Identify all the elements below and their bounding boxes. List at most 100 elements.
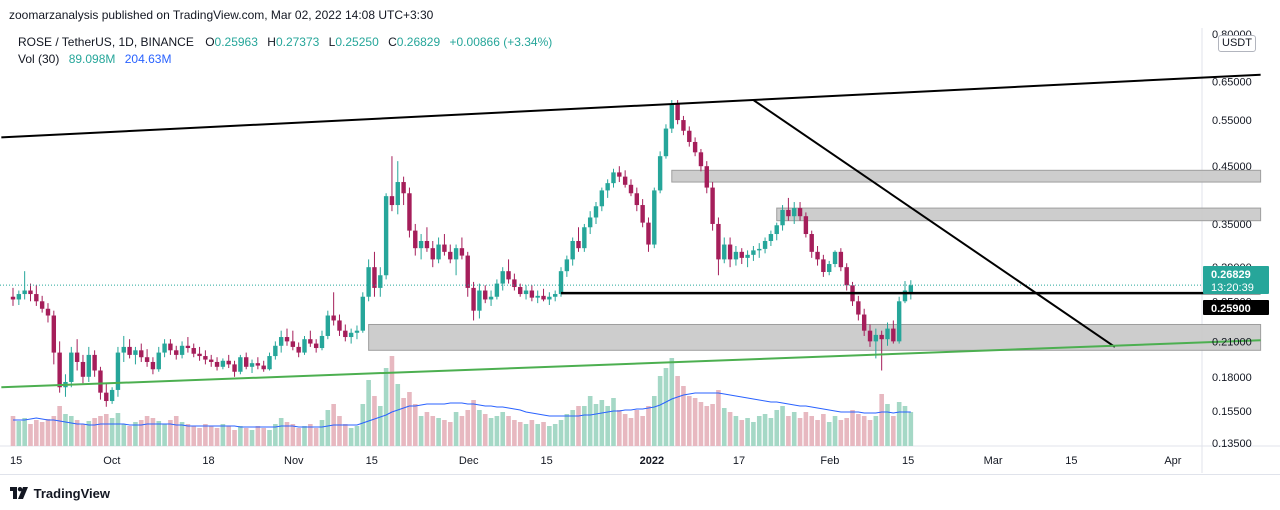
volume-bar [477, 410, 482, 446]
volume-bar [150, 418, 156, 446]
volume-bar [634, 410, 640, 446]
candle-body [191, 348, 196, 354]
volume-bar [529, 420, 535, 446]
time-tick-label: 15 [366, 455, 378, 467]
candle-body [856, 301, 861, 315]
volume-bar [535, 424, 540, 446]
time-tick-label: Feb [820, 455, 839, 467]
candle-body [238, 357, 243, 372]
candle-body [652, 190, 657, 245]
candle-body [308, 339, 313, 344]
candle-body [692, 141, 698, 153]
price-tick-label: 0.21000 [1212, 336, 1252, 348]
volume-bar [628, 418, 634, 446]
volume-bar [284, 422, 290, 446]
volume-bar [232, 430, 237, 446]
volume-bar [850, 410, 855, 446]
candle-body [494, 283, 500, 297]
candle-body [587, 217, 593, 228]
candle-body [809, 234, 814, 252]
volume-bar [605, 406, 610, 446]
volume-bar [220, 424, 226, 446]
volume-bar [436, 418, 441, 446]
candle-body [512, 279, 517, 288]
candle-body [552, 294, 558, 297]
candle-body [727, 244, 733, 260]
candle-body [232, 364, 237, 372]
candle-body [267, 356, 272, 370]
candle-body [22, 290, 27, 295]
candle-body [261, 365, 266, 370]
volume-bar [267, 430, 272, 446]
open-label: O [205, 35, 215, 49]
volume-bar [249, 430, 255, 446]
currency-button[interactable]: USDT [1218, 35, 1256, 52]
tradingview-logo[interactable]: TradingView [10, 486, 110, 501]
candle-body [634, 193, 640, 206]
candle-body [354, 330, 360, 333]
volume-bar [727, 412, 733, 446]
volume-bar [424, 412, 430, 446]
chart-svg[interactable]: 0.800000.650000.550000.450000.350000.290… [0, 28, 1280, 473]
price-zone [368, 323, 1262, 351]
volume-label[interactable]: Vol (30) [18, 52, 60, 66]
candle-body [424, 240, 430, 249]
volume-bar [547, 426, 552, 446]
close-label: C [388, 35, 397, 49]
price-badges: 0.26829 13:20:39 0.25900 [1203, 266, 1269, 315]
candle-body [815, 251, 820, 260]
candle-body [908, 285, 914, 293]
candle-body [383, 196, 389, 276]
candle-body [413, 230, 418, 249]
volume-bar [704, 406, 710, 446]
price-axis[interactable]: 0.800000.650000.550000.450000.350000.290… [1212, 29, 1252, 450]
candle-body [838, 251, 844, 268]
candle-body [45, 308, 51, 316]
volume-bar [278, 418, 284, 446]
candle-body [599, 190, 605, 207]
volume-bar [576, 406, 581, 446]
symbol-label[interactable]: ROSE / TetherUS, 1D, BINANCE [18, 35, 194, 49]
volume-bar [191, 426, 197, 446]
volume-bar [686, 396, 692, 446]
volume-bar [832, 416, 838, 446]
volume-bar [290, 424, 296, 446]
candle-body [792, 208, 797, 217]
volume-bar [710, 404, 715, 446]
volume-bar [745, 418, 750, 446]
candle-body [448, 251, 453, 260]
publisher-line: zoomarzanalysis published on TradingView… [9, 8, 434, 22]
volume-bar [407, 392, 412, 446]
candle-body [535, 295, 540, 298]
change-value: +0.00866 (+3.34%) [449, 35, 553, 49]
legend-row-price: ROSE / TetherUS, 1D, BINANCE O0.25963 H0… [18, 34, 558, 51]
candle-body [343, 330, 348, 338]
time-axis[interactable]: 15 Oct 18 Nov 15 Dec 15 2022 17 Feb 15 Mar 15 Apr [10, 455, 1182, 467]
candle-body [174, 350, 179, 355]
volume-bar [442, 420, 447, 446]
candle-body [168, 343, 173, 351]
volume-bar [308, 424, 313, 446]
volume-bar [721, 408, 727, 446]
volume-bar [243, 428, 249, 446]
volume-bar [762, 414, 768, 446]
descending-trendline [752, 99, 1116, 348]
chart-area[interactable]: 0.800000.650000.550000.450000.350000.290… [0, 28, 1280, 473]
price-tick-label: 0.15500 [1212, 406, 1252, 418]
volume-bar [797, 418, 803, 446]
brand-name: TradingView [33, 486, 110, 501]
candle-body [582, 227, 587, 249]
candle-body [797, 208, 803, 217]
volume-bar [51, 416, 57, 446]
time-tick-label: Mar [984, 455, 1003, 467]
candle-body [348, 332, 354, 338]
candle-body [885, 328, 890, 340]
candle-body [698, 152, 704, 167]
volume-bar [809, 416, 815, 446]
time-tick-label: 17 [733, 455, 745, 467]
volume-bar [214, 428, 220, 446]
candle-body [628, 184, 634, 194]
candle-body [313, 343, 319, 349]
price-zone [776, 207, 1262, 222]
candle-body [640, 205, 645, 223]
